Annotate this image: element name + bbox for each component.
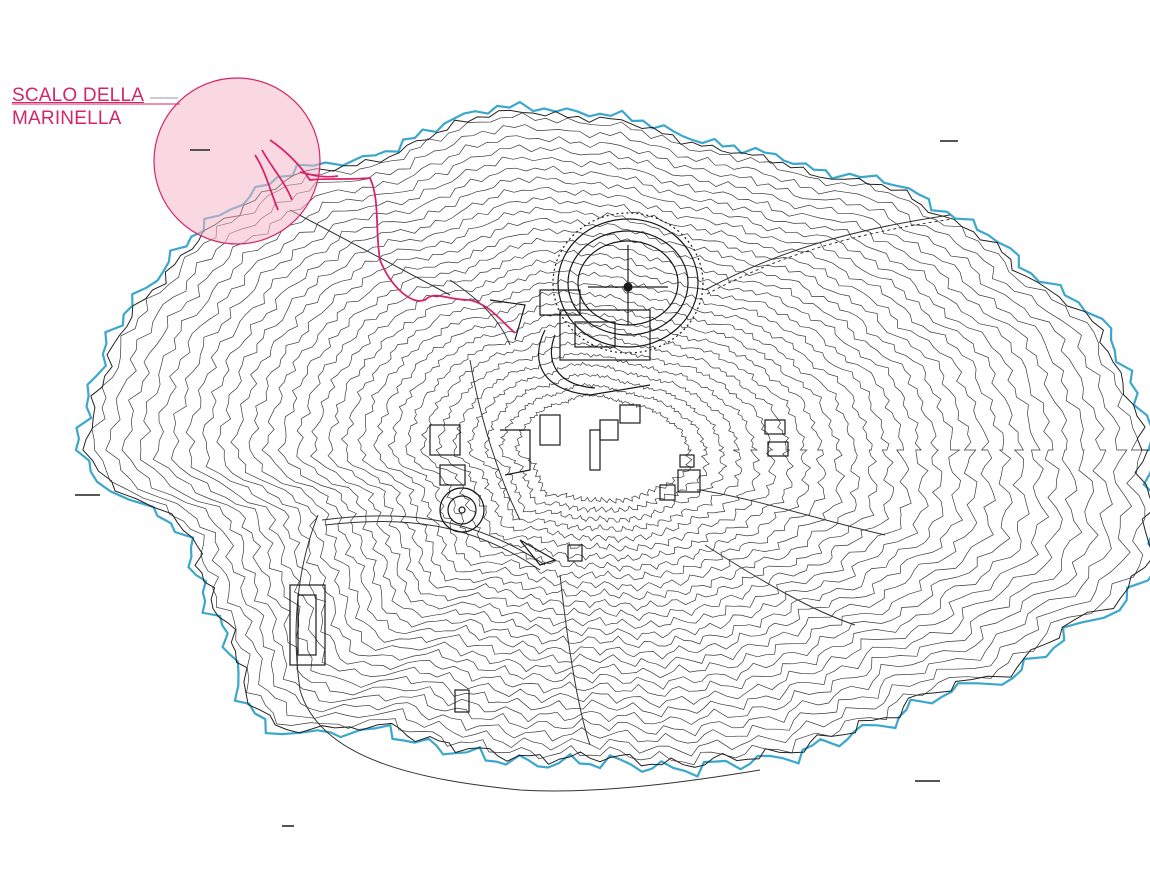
contour-line: [248, 218, 978, 669]
contour-line: [420, 331, 794, 562]
contour-line: [230, 206, 996, 679]
contour-line: [327, 270, 895, 621]
contour-line: [357, 289, 860, 600]
contour-line: [121, 135, 1113, 744]
contour-line: [277, 237, 944, 649]
contour-line: [387, 309, 827, 581]
coastline: [74, 100, 1150, 778]
contour-line: [373, 300, 846, 592]
contour-line: [296, 249, 929, 641]
contour-line: [435, 341, 777, 552]
contour-line: [185, 176, 1050, 708]
contour-line: [452, 352, 761, 544]
contour-line: [467, 361, 743, 532]
contour-line: [171, 165, 1063, 718]
contour-line: [152, 156, 1083, 725]
contour-line: [91, 112, 1146, 766]
callout-line-2: MARINELLA: [12, 108, 122, 129]
contour-line: [139, 144, 1099, 737]
contour-line: [216, 196, 1013, 690]
highlight-circle: [153, 77, 321, 245]
callout-label: SCALO DELLA MARINELLA: [12, 84, 144, 130]
contour-line: [340, 279, 878, 612]
callout-line-1: SCALO DELLA: [12, 85, 145, 106]
marinella-path: [254, 139, 516, 334]
contour-lines: [91, 112, 1146, 766]
map-tick-marks: [75, 140, 958, 827]
contour-line: [310, 259, 912, 629]
coastline-inner: [82, 109, 1150, 768]
central-structures: [289, 212, 789, 713]
contour-line: [405, 321, 812, 572]
contour-line: [202, 186, 1030, 697]
contour-line: [261, 227, 964, 660]
contour-line: [484, 373, 728, 523]
contour-line: [105, 124, 1133, 757]
contour-line: [498, 382, 710, 513]
